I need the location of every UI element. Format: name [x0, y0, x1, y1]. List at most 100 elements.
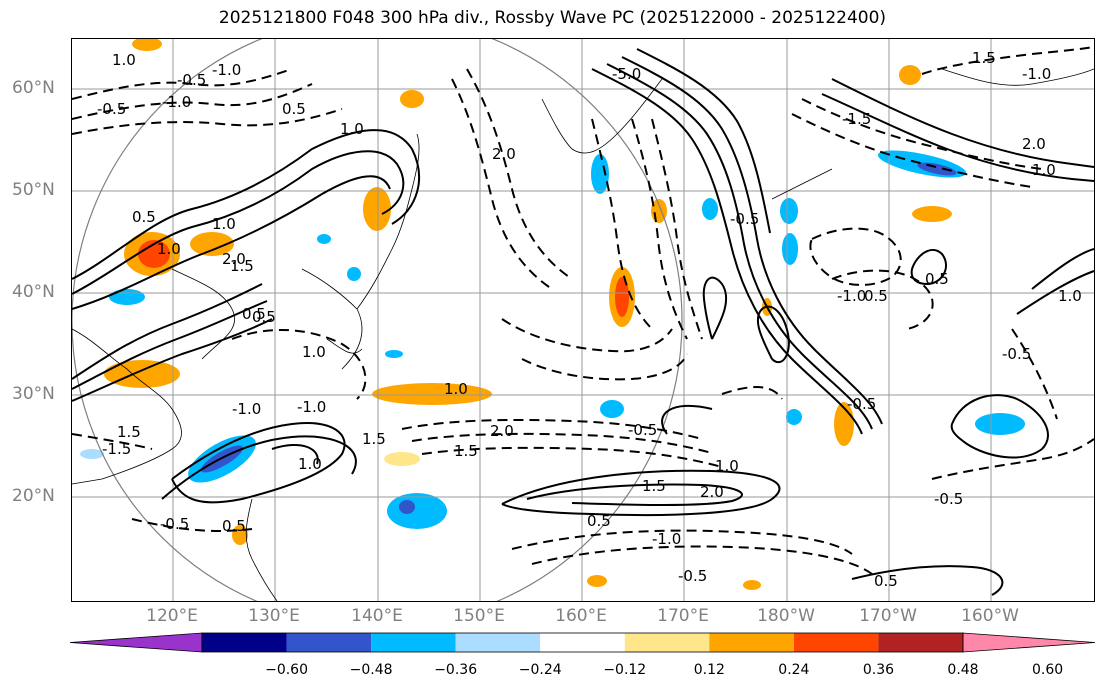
contour-label: 0.5	[282, 100, 306, 118]
colorbar-tick-label: 0.48	[947, 662, 979, 678]
patch-positive	[372, 383, 492, 405]
contour-label: -1.0	[162, 93, 191, 111]
patch-negative	[399, 500, 415, 514]
contour-label: -1.5	[842, 110, 871, 128]
contour-label: -5.0	[612, 65, 641, 83]
patch-positive	[384, 452, 420, 466]
lat-label-50n: 50°N	[12, 180, 55, 200]
contour-label: 1.5	[642, 477, 666, 495]
lon-label-170w: 170°W	[859, 606, 917, 626]
contour-label: 1.0	[112, 51, 136, 69]
patch-negative	[109, 289, 145, 305]
patch-positive	[400, 90, 424, 108]
colorbar-tick-label: −0.36	[434, 662, 478, 678]
colorbar-extend-high	[962, 632, 1095, 653]
contour-label: -1.0	[297, 398, 326, 416]
contour-label: -1.0	[652, 530, 681, 548]
contour-label: -1.0	[1022, 65, 1051, 83]
contour-label: 2.0	[490, 422, 514, 440]
contour-label: -1.0	[232, 400, 261, 418]
contour-label: 1.0	[1032, 161, 1056, 179]
contour-label: -0.5	[678, 567, 707, 585]
lon-label-180w: 180°W	[757, 606, 815, 626]
lon-label-170e: 170°E	[657, 606, 709, 626]
contour-label: -1.5	[102, 440, 131, 458]
contour-label: 0.5	[925, 270, 949, 288]
patch-negative	[80, 449, 104, 459]
contour-label: 0.5	[222, 517, 246, 535]
contours-negative	[72, 46, 1094, 575]
patch-negative	[591, 154, 609, 194]
patch-negative	[387, 493, 447, 529]
colorbar-tick-label: −0.24	[518, 662, 562, 678]
contour-label: 0.5	[242, 305, 266, 323]
patch-negative	[786, 409, 802, 425]
contour-label: 1.5	[362, 430, 386, 448]
lon-label-160e: 160°E	[555, 606, 607, 626]
contour-label: 1.0	[212, 215, 236, 233]
contour-label: 1.0	[298, 455, 322, 473]
colorbar-tick-label: 0.36	[862, 662, 895, 678]
colorbar-segments	[70, 632, 1095, 653]
contour-label: 2.0	[700, 483, 724, 501]
patch-positive	[104, 360, 180, 388]
contour-label: 2.0	[1022, 135, 1046, 153]
contour-label: 1.5	[454, 442, 478, 460]
contour-label: 1.0	[157, 240, 181, 258]
contour-label: 0.5	[252, 308, 276, 326]
colorbar-segment	[286, 633, 372, 652]
patch-negative	[600, 400, 624, 418]
colorbar-segment	[202, 633, 287, 652]
lon-label-160w: 160°W	[961, 606, 1019, 626]
contour-label: 0.5	[874, 572, 898, 590]
colorbar-segment	[793, 633, 879, 652]
contour-label: -0.5	[160, 515, 189, 533]
contour-label: 1.0	[340, 120, 364, 138]
map-panel: 1.0 -0.5 -1.0 -0.5 0.5 1.0 2.0 1.0 0.5 1…	[71, 38, 1095, 602]
patch-positive	[132, 39, 162, 51]
contour-label: -0.5	[97, 100, 126, 118]
colorbar-segment	[455, 633, 541, 652]
colorbar-segment	[540, 633, 625, 652]
colorbar-tick-label: 0.60	[1031, 662, 1064, 678]
colorbar-segment	[709, 633, 794, 652]
colorbar-segment	[878, 633, 963, 652]
patch-negative	[702, 198, 718, 220]
colorbar-tick-label: −0.48	[349, 662, 393, 678]
lat-label-60n: 60°N	[12, 78, 55, 98]
patch-positive	[363, 187, 391, 231]
contour-label: 1.0	[1058, 287, 1082, 305]
patch-positive	[912, 206, 952, 222]
patch-positive	[587, 575, 607, 587]
colorbar-extend-low	[70, 632, 203, 653]
contour-label: 2.0	[492, 145, 516, 163]
contour-label: 1.5	[972, 49, 996, 67]
contour-label: -0.5	[934, 490, 963, 508]
patch-negative	[782, 233, 798, 265]
contour-label: -0.5	[730, 210, 759, 228]
contour-label: 2.0	[222, 250, 246, 268]
contour-label: -0.5	[177, 71, 206, 89]
lat-label-20n: 20°N	[12, 486, 55, 506]
lon-label-140e: 140°E	[351, 606, 403, 626]
colorbar-segment	[624, 633, 710, 652]
contour-label: 1.5	[117, 423, 141, 441]
lat-label-30n: 30°N	[12, 384, 55, 404]
contour-label: -0.5	[1002, 345, 1031, 363]
colorbar-tick-label: −0.12	[603, 662, 647, 678]
patch-negative	[385, 350, 403, 358]
patch-negative	[317, 234, 331, 244]
patch-positive	[899, 65, 921, 85]
patch-positive	[743, 580, 761, 590]
map-canvas: 1.0 -0.5 -1.0 -0.5 0.5 1.0 2.0 1.0 0.5 1…	[72, 39, 1094, 601]
colorbar	[70, 632, 1095, 653]
patch-negative	[347, 267, 361, 281]
contour-label: 1.0	[715, 457, 739, 475]
contour-label: 0.5	[132, 208, 156, 226]
contour-label: -1.0	[837, 287, 866, 305]
lon-label-130e: 130°E	[248, 606, 300, 626]
contour-label: -0.5	[847, 395, 876, 413]
patch-positive	[138, 240, 170, 268]
plot-title: 2025121800 F048 300 hPa div., Rossby Wav…	[218, 8, 887, 28]
patch-negative	[975, 413, 1025, 435]
